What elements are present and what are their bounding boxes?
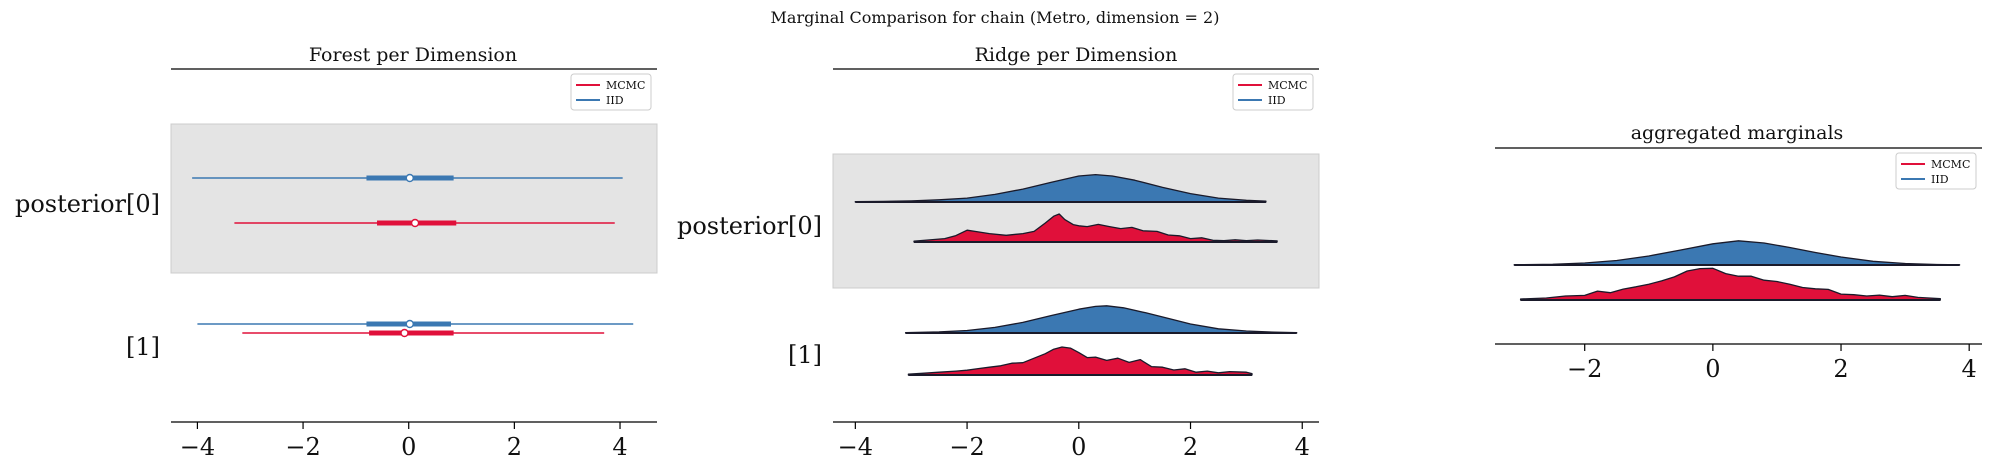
x-tick-label: 0 (401, 433, 416, 461)
row-label: [1] (788, 341, 822, 369)
row-label: [1] (126, 333, 160, 361)
row-label: posterior[0] (677, 212, 822, 240)
ridge-title: Ridge per Dimension (975, 44, 1178, 66)
ridge-panel: Ridge per Dimension MCMC IID posterior[0] [… (677, 44, 1320, 461)
legend-label-mcmc: MCMC (606, 79, 645, 92)
legend-label-iid: IID (1931, 173, 1949, 186)
x-tick-label: 2 (1183, 433, 1198, 461)
x-tick-label: −4 (180, 433, 215, 461)
point-estimate-mcmc (410, 218, 420, 228)
point-estimate-iid (405, 173, 414, 183)
x-tick-label: −4 (838, 433, 873, 461)
row-band (170, 123, 658, 274)
point-estimate-mcmc (400, 328, 409, 338)
ridge-density-mcmc (913, 213, 1278, 243)
ridge-density-iid (854, 173, 1267, 203)
x-tick-label: 4 (1295, 433, 1310, 461)
point-estimate-iid (405, 319, 414, 329)
ridge-density-mcmc (907, 346, 1253, 376)
legend-label-iid: IID (606, 94, 624, 107)
row-band (832, 153, 1320, 289)
x-tick-label: 2 (507, 433, 522, 461)
forest-panel: Forest per Dimension MCMC IID posterior[0]… (15, 44, 658, 461)
forest-title: Forest per Dimension (309, 44, 517, 66)
row-label: posterior[0] (15, 190, 160, 218)
x-tick-label: 0 (1705, 355, 1720, 383)
legend-label-mcmc: MCMC (1931, 158, 1970, 171)
ridge-density-iid (1513, 240, 1961, 266)
x-tick-label: 4 (1962, 355, 1977, 383)
ridge-density-iid (904, 305, 1298, 334)
x-tick-label: 2 (1833, 355, 1848, 383)
ridge-density-mcmc (1519, 267, 1941, 301)
x-tick-label: −2 (285, 433, 320, 461)
x-tick-label: −2 (949, 433, 984, 461)
aggregated-panel: aggregated marginals MCMC IID −2 0 2 4 (1495, 122, 1982, 383)
figure-suptitle: Marginal Comparison for chain (Metro, di… (771, 8, 1220, 27)
x-tick-label: 4 (612, 433, 627, 461)
legend-label-mcmc: MCMC (1268, 79, 1307, 92)
aggregated-title: aggregated marginals (1631, 122, 1844, 144)
x-tick-label: 0 (1071, 433, 1086, 461)
legend-label-iid: IID (1268, 94, 1286, 107)
x-tick-label: −2 (1567, 355, 1602, 383)
